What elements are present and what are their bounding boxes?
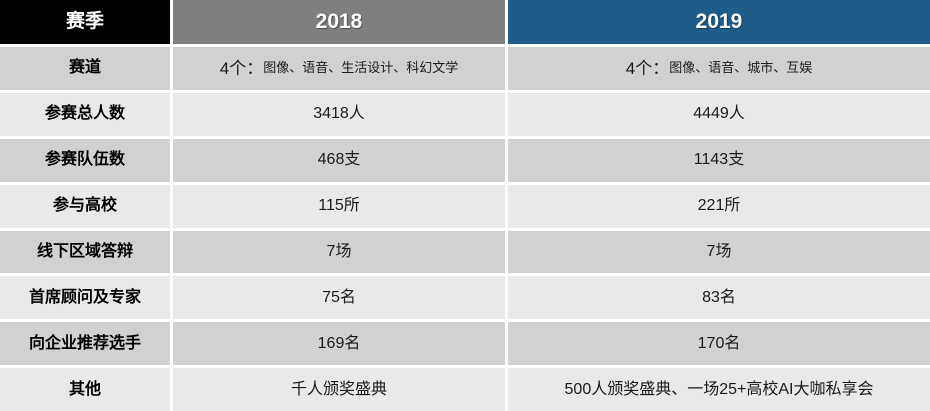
value-text: 4449人 — [693, 105, 745, 123]
value-text: 3418人 — [313, 105, 365, 123]
value-text: 千人颁奖盛典 — [290, 380, 387, 398]
cell-offline-defenses-2019: 7场 — [508, 230, 930, 274]
cell-offline-defenses-2018: 7场 — [173, 230, 505, 274]
row-label-text: 向企业推荐选手 — [28, 334, 141, 352]
header-cell-2019: 2019 — [508, 0, 930, 44]
cell-recommended-candidates-2018: 169名 — [173, 322, 505, 366]
row-label-text: 线下区域答辩 — [36, 242, 133, 260]
cell-advisors-experts-2019: 83名 — [508, 276, 930, 320]
tracks-2018-count: 4个： — [219, 58, 264, 78]
cell-universities-2018: 115所 — [173, 184, 505, 228]
row-label-tracks: 赛道 — [0, 47, 170, 90]
header-cell-2018: 2018 — [173, 0, 505, 44]
cell-total-participants-2018: 3418人 — [173, 92, 505, 136]
cell-advisors-experts-2018: 75名 — [173, 276, 505, 320]
value-text: 169名 — [317, 334, 361, 352]
value-text: 7场 — [706, 242, 732, 260]
row-label-total-participants: 参赛总人数 — [0, 92, 170, 136]
row-label-text: 参赛总人数 — [44, 105, 125, 123]
row-label-teams: 参赛队伍数 — [0, 138, 170, 182]
tracks-2019-list: 图像、语音、城市、互娱 — [669, 60, 813, 76]
cell-tracks-2019: 4个： 图像、语音、城市、互娱 — [508, 47, 930, 90]
value-text: 7场 — [326, 242, 352, 260]
cell-total-participants-2019: 4449人 — [508, 92, 930, 136]
row-label-offline-defenses: 线下区域答辩 — [0, 230, 170, 274]
cell-teams-2019: 1143支 — [508, 138, 930, 182]
cell-teams-2018: 468支 — [173, 138, 505, 182]
header-cell-season: 赛季 — [0, 0, 170, 44]
row-label-text: 赛道 — [68, 59, 101, 77]
tracks-2018-list: 图像、语音、生活设计、科幻文学 — [263, 60, 459, 76]
row-label-recommended-candidates: 向企业推荐选手 — [0, 322, 170, 366]
value-text: 221所 — [697, 197, 741, 215]
tracks-2019-count: 4个： — [625, 58, 670, 78]
row-label-text: 首席顾问及专家 — [28, 288, 141, 306]
cell-other-2019: 500人颁奖盛典、一场25+高校AI大咖私享会 — [508, 368, 930, 411]
season-header-label: 赛季 — [65, 11, 104, 33]
value-text: 170名 — [697, 334, 741, 352]
row-label-text: 参与高校 — [52, 197, 117, 215]
value-text: 1143支 — [693, 151, 745, 169]
row-label-other: 其他 — [0, 368, 170, 411]
cell-universities-2019: 221所 — [508, 184, 930, 228]
row-label-text: 参赛队伍数 — [44, 151, 125, 169]
value-text: 75名 — [322, 288, 356, 306]
row-label-advisors-experts: 首席顾问及专家 — [0, 276, 170, 320]
cell-tracks-2018: 4个： 图像、语音、生活设计、科幻文学 — [173, 47, 505, 90]
value-text: 83名 — [702, 288, 736, 306]
cell-other-2018: 千人颁奖盛典 — [173, 368, 505, 411]
value-text: 115所 — [318, 197, 360, 215]
year-2019-label: 2019 — [695, 9, 743, 33]
year-2018-label: 2018 — [315, 9, 363, 33]
value-text: 468支 — [317, 151, 361, 169]
cell-recommended-candidates-2019: 170名 — [508, 322, 930, 366]
row-label-universities: 参与高校 — [0, 184, 170, 228]
value-text: 500人颁奖盛典、一场25+高校AI大咖私享会 — [564, 380, 874, 398]
row-label-text: 其他 — [68, 380, 101, 398]
